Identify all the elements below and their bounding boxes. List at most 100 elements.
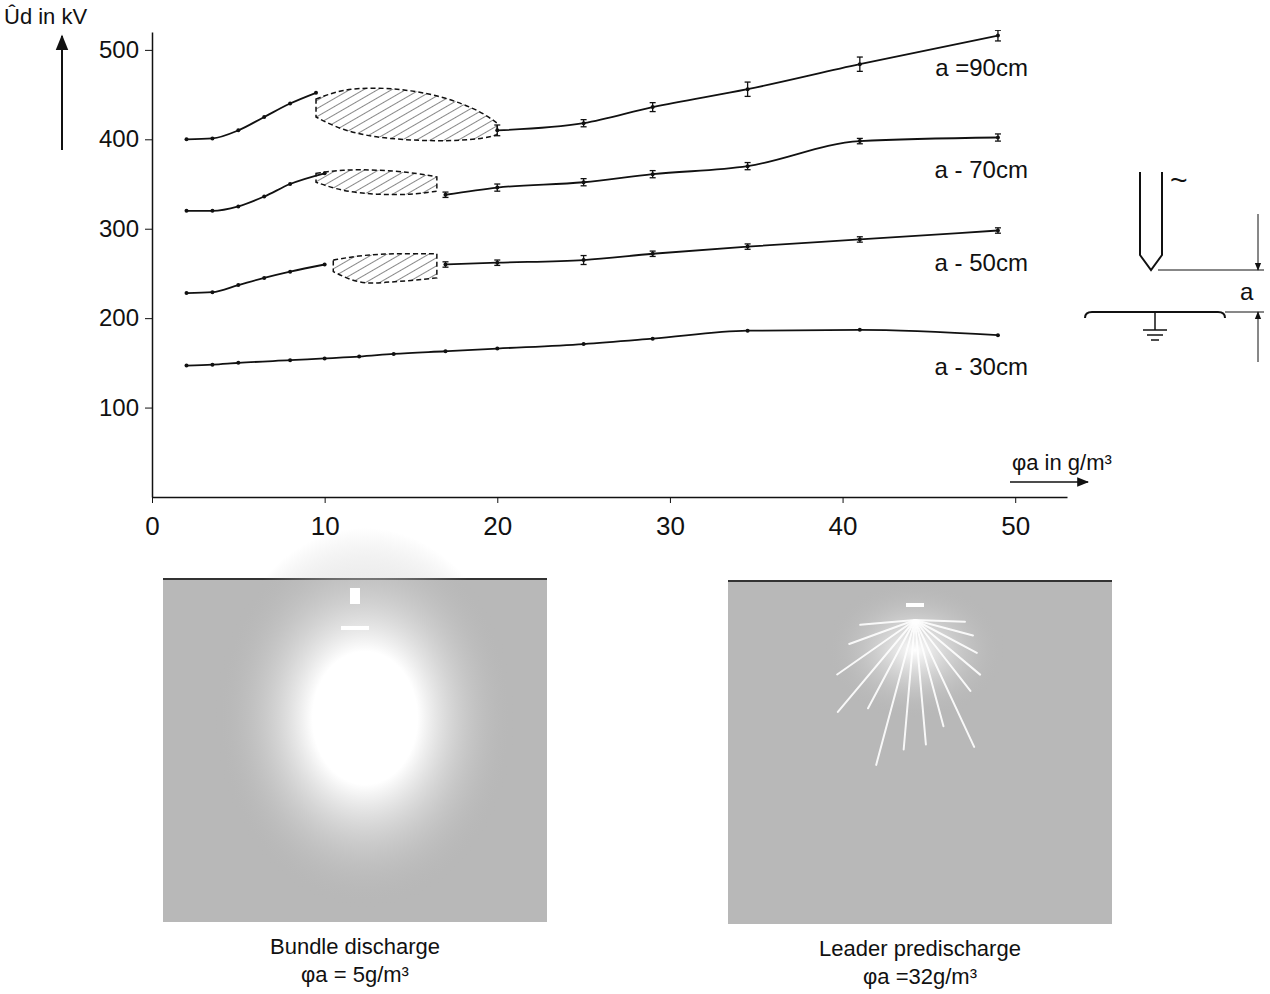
data-point [858, 237, 862, 241]
y-tick-mark [145, 139, 152, 140]
error-bar-cap [650, 102, 656, 103]
data-point [996, 333, 1000, 337]
data-point [314, 91, 318, 95]
x-tick-mark [497, 497, 498, 503]
error-bar-cap [995, 133, 1001, 134]
data-point [288, 182, 292, 186]
x-axis-title: φa in g/m³ [1012, 450, 1112, 475]
series [185, 134, 1001, 213]
error-bar-cap [745, 169, 751, 170]
error-bar-cap [857, 138, 863, 139]
discharge-streak [876, 620, 915, 765]
error-bar-cap [995, 227, 1001, 228]
error-bar-cap [857, 56, 863, 57]
ground-symbol [1151, 339, 1159, 341]
electrode-mark [341, 626, 369, 630]
error-bar-cap [494, 183, 500, 184]
error-bar-cap [581, 178, 587, 179]
scatter-band [333, 254, 437, 283]
x-tick-mark [325, 497, 326, 503]
error-bar-stem [859, 57, 860, 71]
error-bar [650, 103, 656, 112]
y-tick-label: 500 [99, 36, 139, 63]
error-bar-cap [494, 259, 500, 260]
error-bar-cap [442, 191, 448, 192]
data-point [236, 361, 240, 365]
data-point [236, 283, 240, 287]
scatter-band [316, 88, 497, 141]
y-tick: 500 [99, 36, 152, 63]
plot-area [185, 30, 1001, 367]
y-tick-mark [145, 318, 152, 319]
series-line [187, 231, 998, 294]
x-tick: 40 [829, 497, 858, 541]
discharge-streak [860, 620, 915, 625]
y-tick-label: 300 [99, 215, 139, 242]
series [185, 328, 1000, 368]
y-tick-mark [145, 229, 152, 230]
line-labels: a =90cma - 70cma - 50cma - 30cm [935, 54, 1028, 381]
source-symbol: ~ [1170, 163, 1188, 196]
error-bar-cap [995, 140, 1001, 141]
error-bar-cap [745, 96, 751, 97]
error-bar-stem [497, 260, 498, 265]
error-bar-stem [497, 184, 498, 191]
error-bar [995, 134, 1001, 141]
line-label: a - 30cm [935, 353, 1028, 380]
data-point [210, 136, 214, 140]
error-bar-cap [581, 264, 587, 265]
data-point [262, 195, 266, 199]
error-bar-stem [747, 163, 748, 170]
line-label: a - 70cm [935, 156, 1028, 183]
x-tick-label: 0 [145, 511, 159, 541]
error-bar-cap [995, 233, 1001, 234]
data-point [357, 355, 361, 359]
series-line [187, 36, 998, 140]
error-bar-cap [857, 143, 863, 144]
electrode-tip [350, 588, 360, 604]
data-point [288, 358, 292, 362]
y-axis: 100200300400500 [99, 33, 153, 498]
data-point [262, 276, 266, 280]
error-bar-stem [445, 262, 446, 267]
error-bar [745, 244, 751, 249]
photo-subcaption: φa =32g/m³ [863, 964, 977, 989]
x-axis-line [153, 497, 1068, 499]
scatter-band [316, 170, 437, 195]
data-point [996, 229, 1000, 233]
error-bar [995, 30, 1001, 41]
data-point [288, 102, 292, 106]
data-point [185, 291, 189, 295]
ground-symbol [1143, 329, 1167, 331]
x-tick: 20 [483, 497, 512, 541]
photo-frame [728, 580, 1112, 924]
error-bar-cap [581, 126, 587, 127]
discharge-streak [915, 620, 974, 747]
error-bar-stem [445, 192, 446, 197]
x-title-arrow [1010, 481, 1088, 483]
x-tick-mark [843, 497, 844, 503]
discharge-streak [915, 620, 973, 636]
error-bar [494, 184, 500, 191]
x-tick: 30 [656, 497, 685, 541]
error-bar-stem [997, 134, 998, 141]
data-point [858, 328, 862, 332]
y-axis-line [152, 33, 154, 498]
error-bar [494, 125, 500, 136]
error-bar [995, 228, 1001, 233]
y-axis-title: Ûd in kV [4, 4, 87, 29]
x-tick-label: 40 [829, 511, 858, 541]
error-bar-cap [581, 119, 587, 120]
data-point [443, 349, 447, 353]
data-point [443, 263, 447, 267]
series-line [187, 138, 998, 211]
error-bar-cap [650, 256, 656, 257]
error-bar-cap [650, 170, 656, 171]
y-tick-mark [145, 408, 152, 409]
error-bar-cap [745, 249, 751, 250]
x-tick-mark [1015, 497, 1016, 503]
photo-subcaption: φa = 5g/m³ [301, 962, 409, 987]
data-point [288, 270, 292, 274]
error-bar-cap [745, 243, 751, 244]
discharge-streak [915, 620, 970, 691]
